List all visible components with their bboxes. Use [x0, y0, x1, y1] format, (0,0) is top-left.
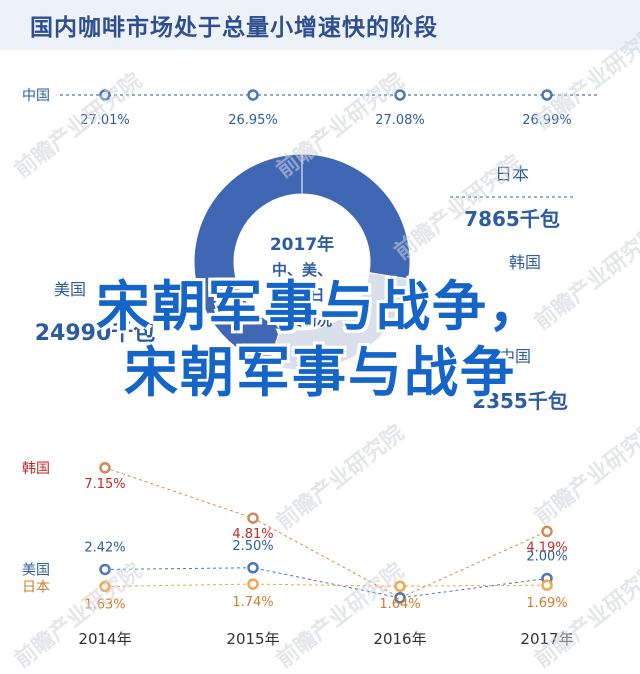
data-point-china — [247, 89, 259, 101]
data-point-usa — [247, 562, 259, 574]
series-line-japan — [104, 583, 548, 587]
callout-name-usa: 美国 — [54, 280, 86, 299]
pie-center-label: 消费情况 — [272, 311, 332, 329]
callout-name-japan: 日本 — [495, 165, 529, 185]
callout-value-china: 2355千包 — [472, 389, 568, 413]
title-bar: 国内咖啡市场处于总量小增速快的阶段 — [0, 0, 640, 50]
data-label-china: 26.95% — [228, 113, 278, 128]
data-label-usa: 2.50% — [232, 539, 273, 554]
data-point-japan — [394, 580, 406, 592]
data-label-japan: 1.74% — [232, 595, 273, 610]
data-point-korea — [541, 525, 553, 538]
data-label-korea: 4.81% — [232, 527, 273, 542]
overlay-text-line-1: 宋朝军事与战争， — [96, 275, 544, 338]
data-point-usa — [99, 563, 111, 576]
data-label-china: 27.08% — [375, 113, 425, 128]
data-point-japan — [541, 579, 553, 591]
callout-value-usa: 24990千包 — [35, 320, 156, 346]
data-label-korea: 7.15% — [84, 477, 125, 492]
x-tick-label: 2015年 — [226, 630, 279, 648]
data-label-china: 26.99% — [522, 113, 572, 128]
data-label-usa: 2.00% — [526, 550, 567, 565]
data-point-china — [99, 89, 111, 101]
data-label-korea: 4.19% — [526, 540, 567, 555]
pie-center-label: 中、美、 — [272, 261, 332, 279]
callout-name-china: 中国 — [499, 347, 531, 366]
pie-slice-usa — [193, 153, 303, 366]
series-label-china-top: 中国 — [22, 88, 50, 104]
x-tick-label: 2016年 — [373, 630, 426, 648]
data-point-japan — [247, 578, 259, 590]
series-label-korea: 韩国 — [22, 461, 50, 477]
callout-value-japan: 7865千包 — [464, 207, 560, 231]
series-line-korea — [104, 467, 548, 599]
data-point-korea — [247, 512, 259, 524]
callout-name-korea: 韩国 — [509, 253, 541, 272]
data-label-japan: 1.64% — [379, 597, 420, 612]
x-tick-label: 2014年 — [78, 630, 131, 648]
page-title: 国内咖啡市场处于总量小增速快的阶段 — [30, 14, 438, 41]
data-label-japan: 1.63% — [84, 597, 125, 612]
data-point-usa — [394, 592, 406, 604]
pie-slice-japan — [301, 153, 411, 280]
x-tick-label: 2017年 — [520, 630, 573, 648]
pie-center-label: 2017年 — [270, 234, 334, 255]
series-line-usa — [104, 567, 548, 599]
data-label-usa: 2.42% — [84, 540, 125, 555]
data-label-japan: 1.69% — [526, 596, 567, 611]
pie-center-label: 韩、日 — [279, 286, 324, 304]
data-point-china — [541, 89, 553, 101]
data-point-china — [394, 89, 406, 101]
data-point-japan — [99, 580, 111, 593]
data-label-china: 27.01% — [80, 113, 130, 128]
overlay-text-line-2: 宋朝军事与战争 — [124, 341, 516, 404]
data-point-korea — [99, 462, 111, 474]
series-label-japan: 日本 — [22, 579, 50, 595]
series-label-usa: 美国 — [22, 562, 50, 578]
